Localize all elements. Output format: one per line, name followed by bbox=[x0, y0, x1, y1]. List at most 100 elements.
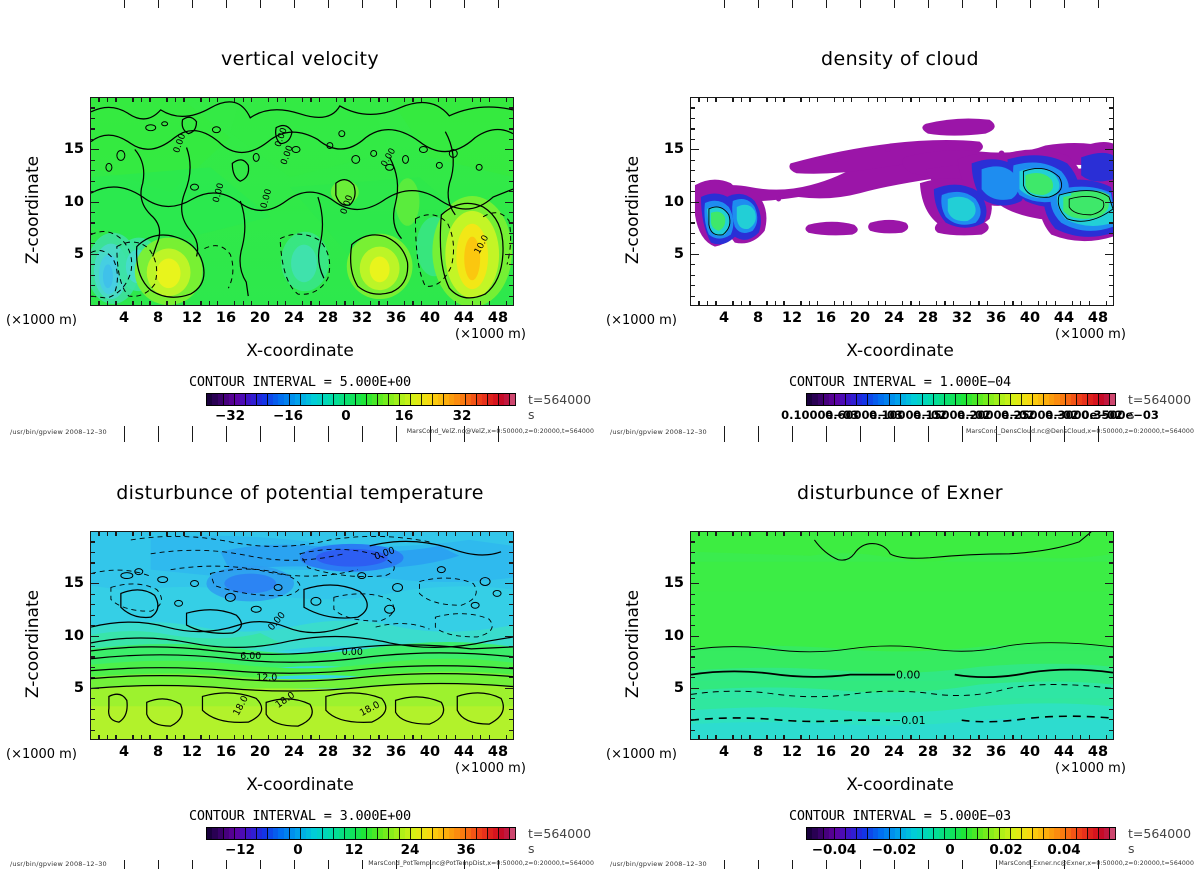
x-minor-tick bbox=[310, 97, 312, 102]
x-tick-label: 4 bbox=[718, 310, 730, 326]
y-minor-tick bbox=[509, 708, 514, 710]
x-minor-tick bbox=[268, 531, 270, 536]
y-minor-tick bbox=[1109, 264, 1114, 266]
plot-area-exner[interactable]: 0.00 −0.01 bbox=[690, 531, 1114, 740]
colorbar-tick-label: 0.3500e−03 bbox=[1081, 408, 1159, 422]
y-minor-tick bbox=[90, 159, 95, 161]
x-minor-tick bbox=[488, 531, 490, 536]
y-minor-tick bbox=[1109, 593, 1114, 595]
y-minor-tick bbox=[90, 211, 95, 214]
x-minor-tick bbox=[140, 735, 143, 740]
x-minor-tick bbox=[352, 735, 355, 740]
x-minor-tick bbox=[808, 97, 811, 102]
y-minor-tick bbox=[1109, 645, 1114, 648]
y-minor-tick bbox=[1109, 656, 1114, 658]
y-minor-tick bbox=[1109, 191, 1114, 193]
x-tick-label: 8 bbox=[152, 744, 164, 760]
y-minor-tick bbox=[509, 625, 514, 627]
x-minor-tick bbox=[732, 301, 734, 306]
colorbar-tick-labels: −12 0 12 24 36 bbox=[190, 842, 532, 858]
x-minor-tick bbox=[1037, 531, 1039, 536]
y-minor-tick bbox=[1109, 625, 1114, 627]
y-minor-tick bbox=[690, 572, 695, 574]
y-minor-tick bbox=[90, 562, 95, 564]
x-minor-tick bbox=[944, 531, 946, 536]
x-minor-tick bbox=[344, 735, 346, 740]
x-minor-tick bbox=[732, 531, 734, 536]
y-minor-tick bbox=[90, 551, 95, 554]
svg-text:12.0: 12.0 bbox=[256, 673, 277, 684]
x-minor-tick bbox=[851, 97, 853, 102]
x-minor-tick bbox=[183, 735, 185, 740]
x-minor-tick bbox=[766, 301, 768, 306]
x-tick-label: 12 bbox=[781, 744, 803, 760]
y-minor-tick bbox=[690, 264, 695, 266]
x-minor-tick bbox=[174, 97, 177, 102]
y-minor-tick bbox=[1109, 285, 1114, 287]
y-major-tick bbox=[1105, 201, 1114, 203]
colorbar[interactable] bbox=[206, 393, 516, 406]
x-minor-tick bbox=[276, 735, 278, 740]
colorbar-tick-label: 0.1000e−02 bbox=[869, 408, 947, 422]
x-minor-tick bbox=[174, 531, 177, 536]
y-minor-tick bbox=[1109, 541, 1114, 543]
colorbar[interactable] bbox=[206, 827, 516, 840]
x-minor-tick bbox=[285, 531, 287, 536]
x-minor-tick bbox=[251, 301, 253, 306]
colorbar-tick-label: 0.1000e−03 bbox=[781, 408, 859, 422]
y-minor-tick bbox=[690, 295, 695, 297]
x-minor-tick bbox=[800, 301, 802, 306]
x-minor-tick bbox=[217, 301, 219, 306]
y-minor-tick bbox=[690, 191, 695, 193]
x-minor-tick bbox=[369, 531, 372, 536]
x-minor-tick bbox=[140, 97, 143, 102]
x-minor-tick bbox=[715, 97, 717, 102]
x-minor-tick bbox=[1105, 531, 1107, 536]
x-minor-tick bbox=[1054, 531, 1056, 536]
x-minor-tick bbox=[471, 735, 473, 740]
y-minor-tick bbox=[690, 551, 695, 554]
x-minor-tick bbox=[412, 97, 414, 102]
x-minor-tick bbox=[318, 531, 321, 536]
plot-area-density-of-cloud[interactable] bbox=[690, 97, 1114, 306]
x-minor-tick bbox=[132, 531, 134, 536]
x-minor-tick bbox=[986, 97, 989, 102]
x-tick-label: 32 bbox=[951, 310, 973, 326]
x-minor-tick bbox=[715, 301, 717, 306]
x-tick-label: 16 bbox=[215, 310, 237, 326]
x-minor-tick bbox=[732, 735, 734, 740]
y-minor-tick bbox=[1109, 666, 1114, 669]
x-minor-tick bbox=[749, 97, 751, 102]
x-minor-tick bbox=[378, 301, 380, 306]
y-minor-tick bbox=[509, 698, 514, 700]
x-tick-label: 24 bbox=[283, 744, 305, 760]
x-minor-tick bbox=[242, 735, 244, 740]
y-minor-tick bbox=[1109, 211, 1114, 214]
x-minor-tick bbox=[1105, 735, 1107, 740]
y-minor-tick bbox=[690, 211, 695, 214]
y-minor-tick bbox=[1109, 222, 1114, 224]
x-tick-label: 44 bbox=[453, 310, 475, 326]
x-tick-label: 16 bbox=[815, 744, 837, 760]
colorbar[interactable] bbox=[806, 827, 1116, 840]
x-minor-tick bbox=[851, 301, 853, 306]
plot-area-potential-temperature[interactable]: 0.00 0.00 0.00 6.00 12.0 18.0 18.0 18.0 bbox=[90, 531, 514, 740]
x-minor-tick bbox=[132, 97, 134, 102]
x-minor-tick bbox=[885, 735, 887, 740]
x-tick-label: 4 bbox=[718, 744, 730, 760]
y-minor-tick bbox=[509, 243, 514, 245]
x-tick-label: 24 bbox=[883, 744, 905, 760]
x-minor-tick bbox=[1020, 301, 1023, 306]
x-tick-label: 8 bbox=[152, 310, 164, 326]
y-minor-tick bbox=[509, 604, 514, 606]
x-minor-tick bbox=[115, 735, 117, 740]
y-minor-tick bbox=[690, 614, 695, 616]
x-minor-tick bbox=[268, 735, 270, 740]
colorbar[interactable] bbox=[806, 393, 1116, 406]
x-tick-label: 44 bbox=[1053, 310, 1075, 326]
x-minor-tick bbox=[403, 735, 406, 740]
x-minor-tick bbox=[166, 97, 168, 102]
plot-area-vertical-velocity[interactable]: 0.00 0.00 0.00 0.00 0.00 0.00 0.00 10.0 bbox=[90, 97, 514, 306]
colorbar-tick-label: 0.1500e−02 bbox=[913, 408, 991, 422]
y-major-tick bbox=[505, 201, 514, 203]
